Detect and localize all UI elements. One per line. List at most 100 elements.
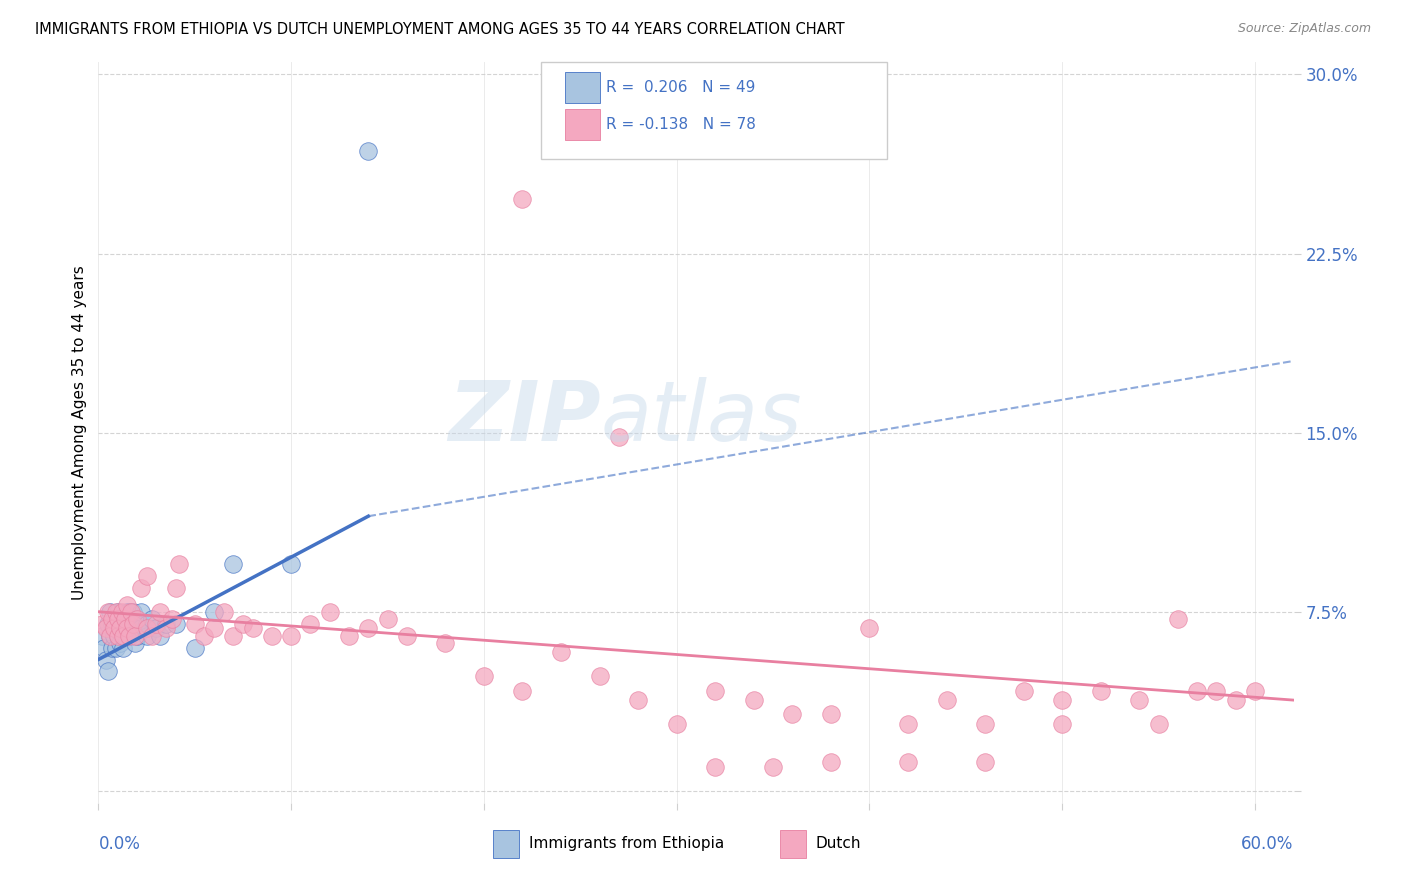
Point: [125, 612, 148, 626]
FancyBboxPatch shape: [565, 72, 600, 103]
Point: [120, 629, 142, 643]
Y-axis label: Unemployment Among Ages 35 to 44 years: Unemployment Among Ages 35 to 44 years: [72, 265, 87, 600]
Point: [122, 605, 145, 619]
Point: [1012, 683, 1035, 698]
Point: [135, 629, 157, 643]
Text: R = -0.138   N = 78: R = -0.138 N = 78: [606, 117, 756, 132]
Point: [974, 755, 997, 769]
Point: [1205, 683, 1227, 698]
Point: [107, 605, 129, 619]
FancyBboxPatch shape: [494, 830, 519, 858]
Text: R =  0.206   N = 49: R = 0.206 N = 49: [606, 80, 755, 95]
Point: [607, 430, 630, 444]
Point: [112, 622, 135, 636]
Text: Immigrants from Ethiopia: Immigrants from Ethiopia: [529, 836, 724, 851]
Point: [935, 693, 957, 707]
Point: [1185, 683, 1208, 698]
Point: [125, 629, 148, 643]
Point: [114, 612, 136, 626]
Point: [1147, 717, 1170, 731]
Text: Source: ZipAtlas.com: Source: ZipAtlas.com: [1237, 22, 1371, 36]
Point: [125, 616, 148, 631]
Point: [117, 598, 139, 612]
Point: [97, 605, 120, 619]
Point: [782, 707, 804, 722]
Point: [155, 622, 177, 636]
Point: [357, 622, 380, 636]
Point: [160, 612, 183, 626]
Point: [145, 622, 167, 636]
Point: [1090, 683, 1112, 698]
Point: [108, 622, 131, 636]
Text: IMMIGRANTS FROM ETHIOPIA VS DUTCH UNEMPLOYMENT AMONG AGES 35 TO 44 YEARS CORRELA: IMMIGRANTS FROM ETHIOPIA VS DUTCH UNEMPL…: [35, 22, 845, 37]
Point: [98, 629, 121, 643]
FancyBboxPatch shape: [541, 62, 887, 159]
Point: [165, 616, 187, 631]
Point: [232, 616, 254, 631]
Point: [280, 557, 302, 571]
Point: [280, 629, 302, 643]
Point: [184, 616, 207, 631]
Point: [260, 629, 283, 643]
Point: [377, 612, 399, 626]
Point: [120, 616, 142, 631]
Point: [820, 707, 842, 722]
Point: [155, 616, 177, 631]
Point: [762, 760, 785, 774]
Point: [588, 669, 610, 683]
Point: [1128, 693, 1150, 707]
Point: [103, 629, 125, 643]
Point: [897, 755, 920, 769]
Point: [742, 693, 765, 707]
Point: [169, 557, 191, 571]
Point: [122, 622, 145, 636]
Point: [145, 616, 167, 631]
Point: [135, 569, 157, 583]
Point: [665, 717, 688, 731]
Point: [104, 622, 127, 636]
Point: [222, 629, 245, 643]
Point: [103, 622, 125, 636]
Point: [222, 557, 245, 571]
Point: [112, 640, 135, 655]
Point: [108, 636, 131, 650]
Point: [114, 612, 136, 626]
Point: [110, 612, 132, 626]
Point: [129, 605, 152, 619]
Point: [104, 605, 127, 619]
Point: [472, 669, 495, 683]
Point: [118, 629, 141, 643]
Point: [202, 605, 225, 619]
Point: [704, 683, 727, 698]
Point: [103, 612, 125, 626]
Point: [117, 616, 139, 631]
Point: [1050, 717, 1073, 731]
Point: [94, 652, 117, 666]
Point: [98, 605, 121, 619]
Point: [110, 629, 132, 643]
Point: [107, 629, 129, 643]
Point: [1244, 683, 1267, 698]
Point: [512, 683, 534, 698]
Point: [141, 612, 163, 626]
Point: [93, 640, 115, 655]
Point: [97, 665, 120, 679]
Point: [299, 616, 322, 631]
Point: [337, 629, 360, 643]
Point: [120, 605, 142, 619]
Point: [1167, 612, 1189, 626]
Point: [101, 612, 124, 626]
Point: [101, 616, 124, 631]
Point: [242, 622, 264, 636]
Point: [357, 144, 380, 158]
Point: [124, 636, 146, 650]
Text: atlas: atlas: [600, 377, 801, 458]
Point: [820, 755, 842, 769]
Point: [395, 629, 418, 643]
Point: [107, 629, 129, 643]
Point: [974, 717, 997, 731]
Point: [112, 629, 135, 643]
Point: [202, 622, 225, 636]
Point: [108, 622, 131, 636]
Point: [118, 605, 141, 619]
